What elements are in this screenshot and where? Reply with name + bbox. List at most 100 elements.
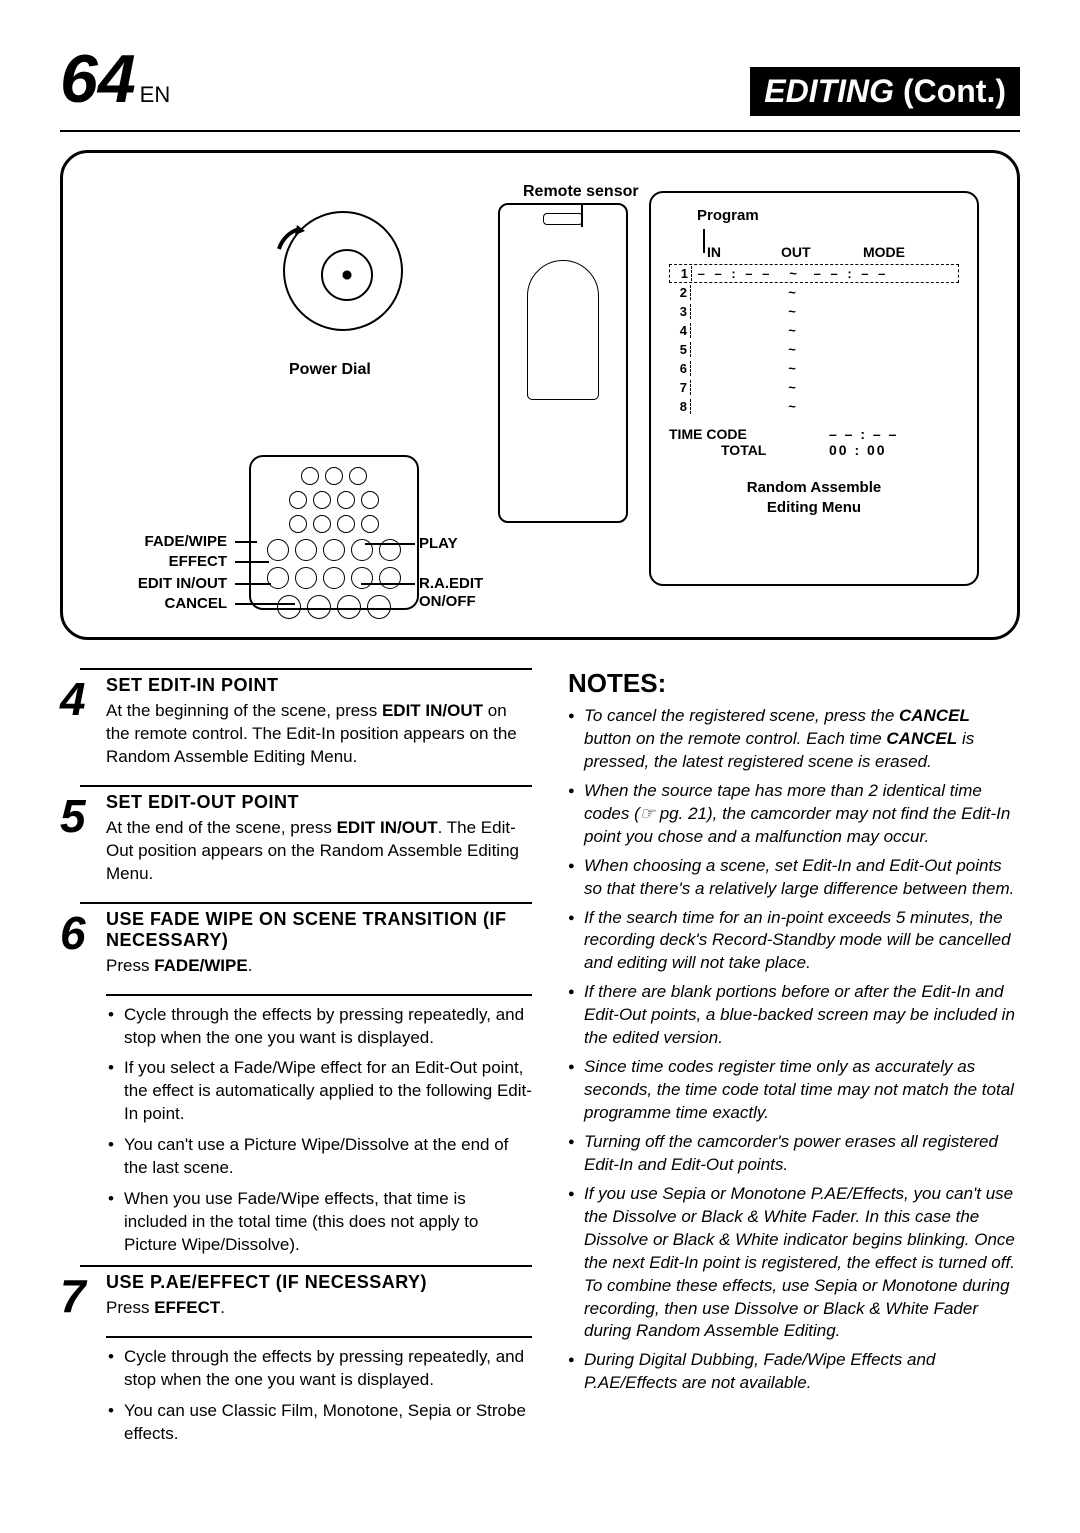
edit-in-out-label: EDIT IN/OUT (97, 575, 227, 592)
bullet-list: Cycle through the effects by pressing re… (108, 1004, 532, 1257)
effect-label: EFFECT (117, 553, 227, 570)
section-cont: (Cont.) (903, 73, 1006, 109)
step-number: 5 (60, 796, 98, 886)
row-num: 6 (669, 361, 691, 376)
page-lang: EN (140, 82, 171, 107)
program-label: Program (697, 207, 959, 224)
leader-line (361, 583, 415, 585)
step-number: 7 (60, 1276, 98, 1320)
text-strong: EDIT IN/OUT (382, 701, 483, 720)
step-title: SET EDIT-OUT POINT (106, 792, 532, 813)
text: To cancel the registered scene, press th… (584, 706, 899, 725)
diagram-box: Remote sensor Power Dial FADE/WIPE EFFEC… (60, 150, 1020, 640)
menu-bottom: TIME CODE– – : – – TOTAL00 : 00 (669, 426, 959, 458)
page-header: 64EN EDITING (Cont.) (60, 40, 1020, 118)
total-label: TOTAL (669, 442, 829, 458)
content-columns: 4 SET EDIT-IN POINT At the beginning of … (60, 668, 1020, 1454)
menu-row: 5~ (669, 340, 959, 359)
text: button on the remote control. Each time (584, 729, 886, 748)
bullet-item: You can't use a Picture Wipe/Dissolve at… (108, 1134, 532, 1180)
bullet-item: If you select a Fade/Wipe effect for an … (108, 1057, 532, 1126)
menu-caption-line2: Editing Menu (669, 498, 959, 518)
step-body: USE P.AE/EFFECT (IF NECESSARY) Press EFF… (106, 1272, 532, 1320)
row-num: 4 (669, 323, 691, 338)
menu-row: 4~ (669, 321, 959, 340)
row-tilde: ~ (777, 304, 807, 319)
fade-wipe-label: FADE/WIPE (117, 533, 227, 550)
ra-edit-label: R.A.EDIT (419, 575, 483, 592)
row-num: 7 (669, 380, 691, 395)
menu-row: 2~ (669, 283, 959, 302)
text: . (220, 1298, 225, 1317)
menu-header-out: OUT (781, 244, 863, 260)
text: Press (106, 1298, 154, 1317)
bullet-item: You can use Classic Film, Monotone, Sepi… (108, 1400, 532, 1446)
step: 5 SET EDIT-OUT POINT At the end of the s… (80, 785, 532, 886)
menu-row: 1 – – : – – ~ – – : – – (669, 264, 959, 283)
text: At the beginning of the scene, press (106, 701, 382, 720)
leader-line (235, 541, 257, 543)
menu-header-in: IN (707, 244, 781, 260)
row-num: 1 (670, 266, 692, 281)
step: 7 USE P.AE/EFFECT (IF NECESSARY) Press E… (80, 1265, 532, 1320)
power-dial-label: Power Dial (289, 361, 371, 379)
menu-header-mode: MODE (863, 244, 905, 260)
section-name: EDITING (764, 73, 894, 109)
notes-item: During Digital Dubbing, Fade/Wipe Effect… (568, 1349, 1020, 1395)
notes-item: Since time codes register time only as a… (568, 1056, 1020, 1125)
menu-row: 3~ (669, 302, 959, 321)
text-strong: CANCEL (899, 706, 970, 725)
row-tilde: ~ (777, 380, 807, 395)
row-tilde: ~ (777, 285, 807, 300)
sub-rule (106, 994, 532, 996)
text-strong: EFFECT (154, 1298, 220, 1317)
step-body: SET EDIT-OUT POINT At the end of the sce… (106, 792, 532, 886)
step: 4 SET EDIT-IN POINT At the beginning of … (80, 668, 532, 769)
notes-list: To cancel the registered scene, press th… (568, 705, 1020, 1395)
menu-screen: Program IN OUT MODE 1 – – : – – ~ – – : … (649, 191, 979, 586)
menu-caption-line1: Random Assemble (669, 478, 959, 498)
bullet-item: When you use Fade/Wipe effects, that tim… (108, 1188, 532, 1257)
on-off-label: ON/OFF (419, 593, 476, 610)
camcorder-top-icon (543, 213, 583, 225)
leader-line (235, 603, 295, 605)
right-column: NOTES: To cancel the registered scene, p… (568, 668, 1020, 1454)
cancel-label: CANCEL (117, 595, 227, 612)
row-num: 8 (669, 399, 691, 414)
step: 6 USE FADE WIPE ON SCENE TRANSITION (IF … (80, 902, 532, 978)
notes-item: Turning off the camcorder's power erases… (568, 1131, 1020, 1177)
row-in-value: – – : – – (692, 266, 778, 281)
text: At the end of the scene, press (106, 818, 337, 837)
step-text: At the end of the scene, press EDIT IN/O… (106, 817, 532, 886)
power-dial-icon (283, 211, 403, 331)
header-rule (60, 130, 1020, 132)
row-tilde: ~ (778, 266, 808, 281)
leader-line (235, 583, 271, 585)
play-label: PLAY (419, 535, 458, 552)
step-body: SET EDIT-IN POINT At the beginning of th… (106, 675, 532, 769)
text: Press (106, 956, 154, 975)
bullet-item: Cycle through the effects by pressing re… (108, 1346, 532, 1392)
menu-row: 6~ (669, 359, 959, 378)
section-badge: EDITING (Cont.) (750, 67, 1020, 116)
remote-sensor-label: Remote sensor (523, 183, 639, 201)
page-number: 64 (60, 41, 136, 117)
step-body: USE FADE WIPE ON SCENE TRANSITION (IF NE… (106, 909, 532, 978)
notes-item: If you use Sepia or Monotone P.AE/Effect… (568, 1183, 1020, 1344)
menu-caption: Random Assemble Editing Menu (669, 478, 959, 517)
left-column: 4 SET EDIT-IN POINT At the beginning of … (60, 668, 532, 1454)
step-number: 6 (60, 913, 98, 978)
text-strong: CANCEL (886, 729, 957, 748)
row-tilde: ~ (777, 342, 807, 357)
row-num: 2 (669, 285, 691, 300)
step-text: Press EFFECT. (106, 1297, 532, 1320)
notes-item: When choosing a scene, set Edit-In and E… (568, 855, 1020, 901)
text-strong: EDIT IN/OUT (337, 818, 438, 837)
text: . (248, 956, 253, 975)
notes-item: When the source tape has more than 2 ide… (568, 780, 1020, 849)
text-strong: FADE/WIPE (154, 956, 248, 975)
row-num: 5 (669, 342, 691, 357)
row-tilde: ~ (777, 399, 807, 414)
notes-item: To cancel the registered scene, press th… (568, 705, 1020, 774)
step-number: 4 (60, 679, 98, 769)
